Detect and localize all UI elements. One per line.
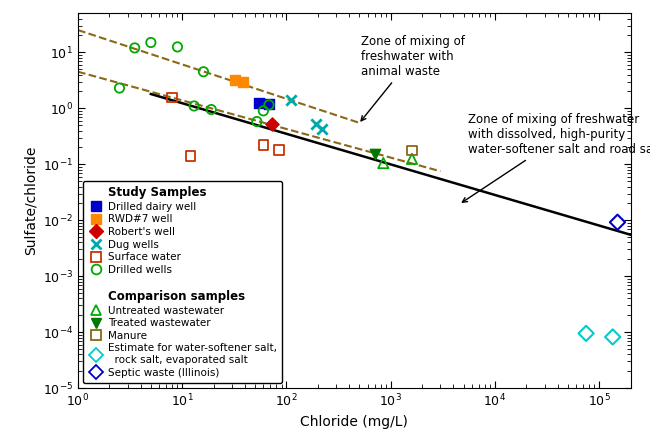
Point <box>189 102 200 109</box>
Point <box>369 150 380 157</box>
Y-axis label: Sulfate/chloride: Sulfate/chloride <box>23 146 37 255</box>
Point <box>114 85 125 92</box>
Point <box>129 45 140 52</box>
Point <box>612 219 623 226</box>
Point <box>317 126 328 133</box>
Point <box>252 118 262 125</box>
Legend: Study Samples, Drilled dairy well, RWD#7 well, Robert's well, Dug wells, Surface: Study Samples, Drilled dairy well, RWD#7… <box>83 181 282 383</box>
Point <box>198 68 209 75</box>
Point <box>608 333 618 340</box>
Point <box>258 107 268 114</box>
Point <box>274 146 284 153</box>
Point <box>407 147 417 154</box>
Point <box>258 142 268 149</box>
Text: Zone of mixing of
freshwater with
animal waste: Zone of mixing of freshwater with animal… <box>361 35 465 121</box>
Point <box>264 101 274 108</box>
Point <box>264 101 274 108</box>
Point <box>310 121 320 128</box>
Text: Zone of mixing of freshwater
with dissolved, high-purity
water-softener salt and: Zone of mixing of freshwater with dissol… <box>462 113 650 202</box>
Point <box>254 99 265 106</box>
Point <box>185 153 196 160</box>
Point <box>581 330 592 337</box>
Point <box>146 39 156 46</box>
Point <box>378 160 389 167</box>
Point <box>285 97 296 104</box>
Point <box>172 43 183 50</box>
X-axis label: Chloride (mg/L): Chloride (mg/L) <box>300 415 408 429</box>
Point <box>206 106 216 113</box>
Point <box>167 94 177 101</box>
Point <box>266 121 277 128</box>
Point <box>229 76 240 83</box>
Point <box>237 79 248 86</box>
Point <box>407 155 417 162</box>
